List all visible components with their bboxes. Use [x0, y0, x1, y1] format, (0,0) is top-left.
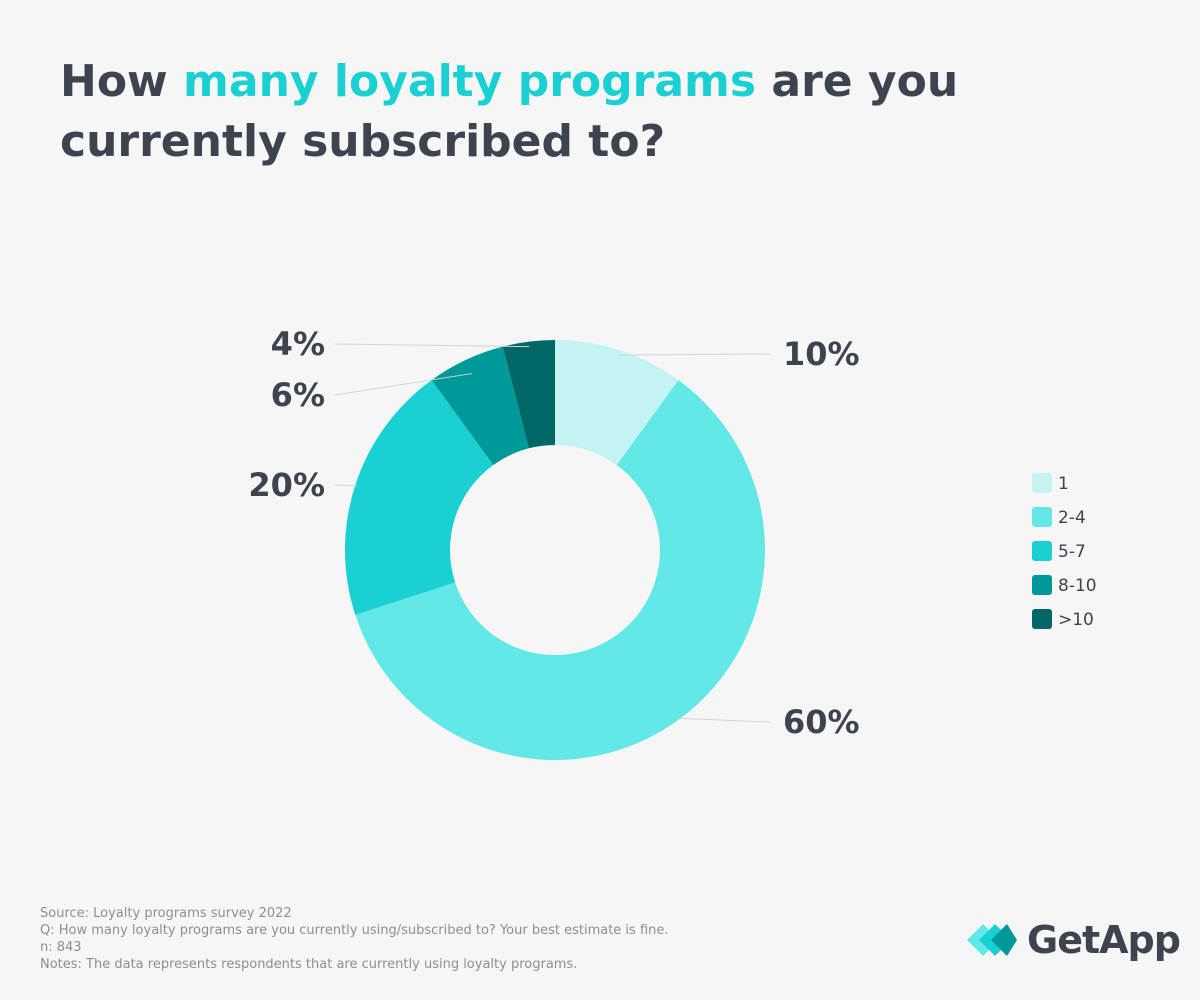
data-label: 10%	[783, 335, 860, 373]
notes: Source: Loyalty programs survey 2022 Q: …	[40, 905, 669, 973]
donut-slice	[345, 380, 494, 615]
title-highlight: many loyalty programs	[183, 56, 757, 107]
logo: GetApp	[965, 918, 1181, 962]
leader-line	[618, 353, 771, 356]
legend-label: 2-4	[1058, 508, 1086, 528]
legend-swatch	[1032, 473, 1052, 493]
legend-label: >10	[1058, 610, 1094, 630]
title-part: are you currently subscribed to?	[60, 56, 959, 167]
note: Source: Loyalty programs survey 2022	[40, 906, 292, 921]
note: n: 843	[40, 940, 82, 955]
logo-icon	[967, 924, 1017, 956]
data-label: 6%	[271, 376, 325, 414]
donut-slice	[555, 340, 679, 466]
legend-swatch	[1032, 507, 1052, 527]
legend-label: 8-10	[1058, 576, 1097, 596]
logo-text: GetApp	[1027, 918, 1181, 962]
legend-swatch	[1032, 541, 1052, 561]
data-label: 60%	[783, 703, 860, 741]
leader-line	[334, 484, 358, 487]
legend-label: 5-7	[1058, 542, 1086, 562]
leader-line	[677, 717, 771, 723]
legend-label: 1	[1058, 474, 1069, 494]
note: Notes: The data represents respondents t…	[40, 957, 578, 972]
legend-swatch	[1032, 575, 1052, 595]
chart-title: How many loyalty programs are you curren…	[60, 52, 1160, 172]
data-label: 4%	[271, 325, 325, 363]
leader-line	[334, 373, 473, 396]
legend-swatch	[1032, 609, 1052, 629]
leader-line	[334, 343, 530, 348]
donut-slice	[355, 380, 766, 761]
data-label: 20%	[248, 466, 325, 504]
donut-slice	[502, 340, 555, 449]
title-part: How	[60, 56, 168, 107]
note: Q: How many loyalty programs are you cur…	[40, 923, 669, 938]
